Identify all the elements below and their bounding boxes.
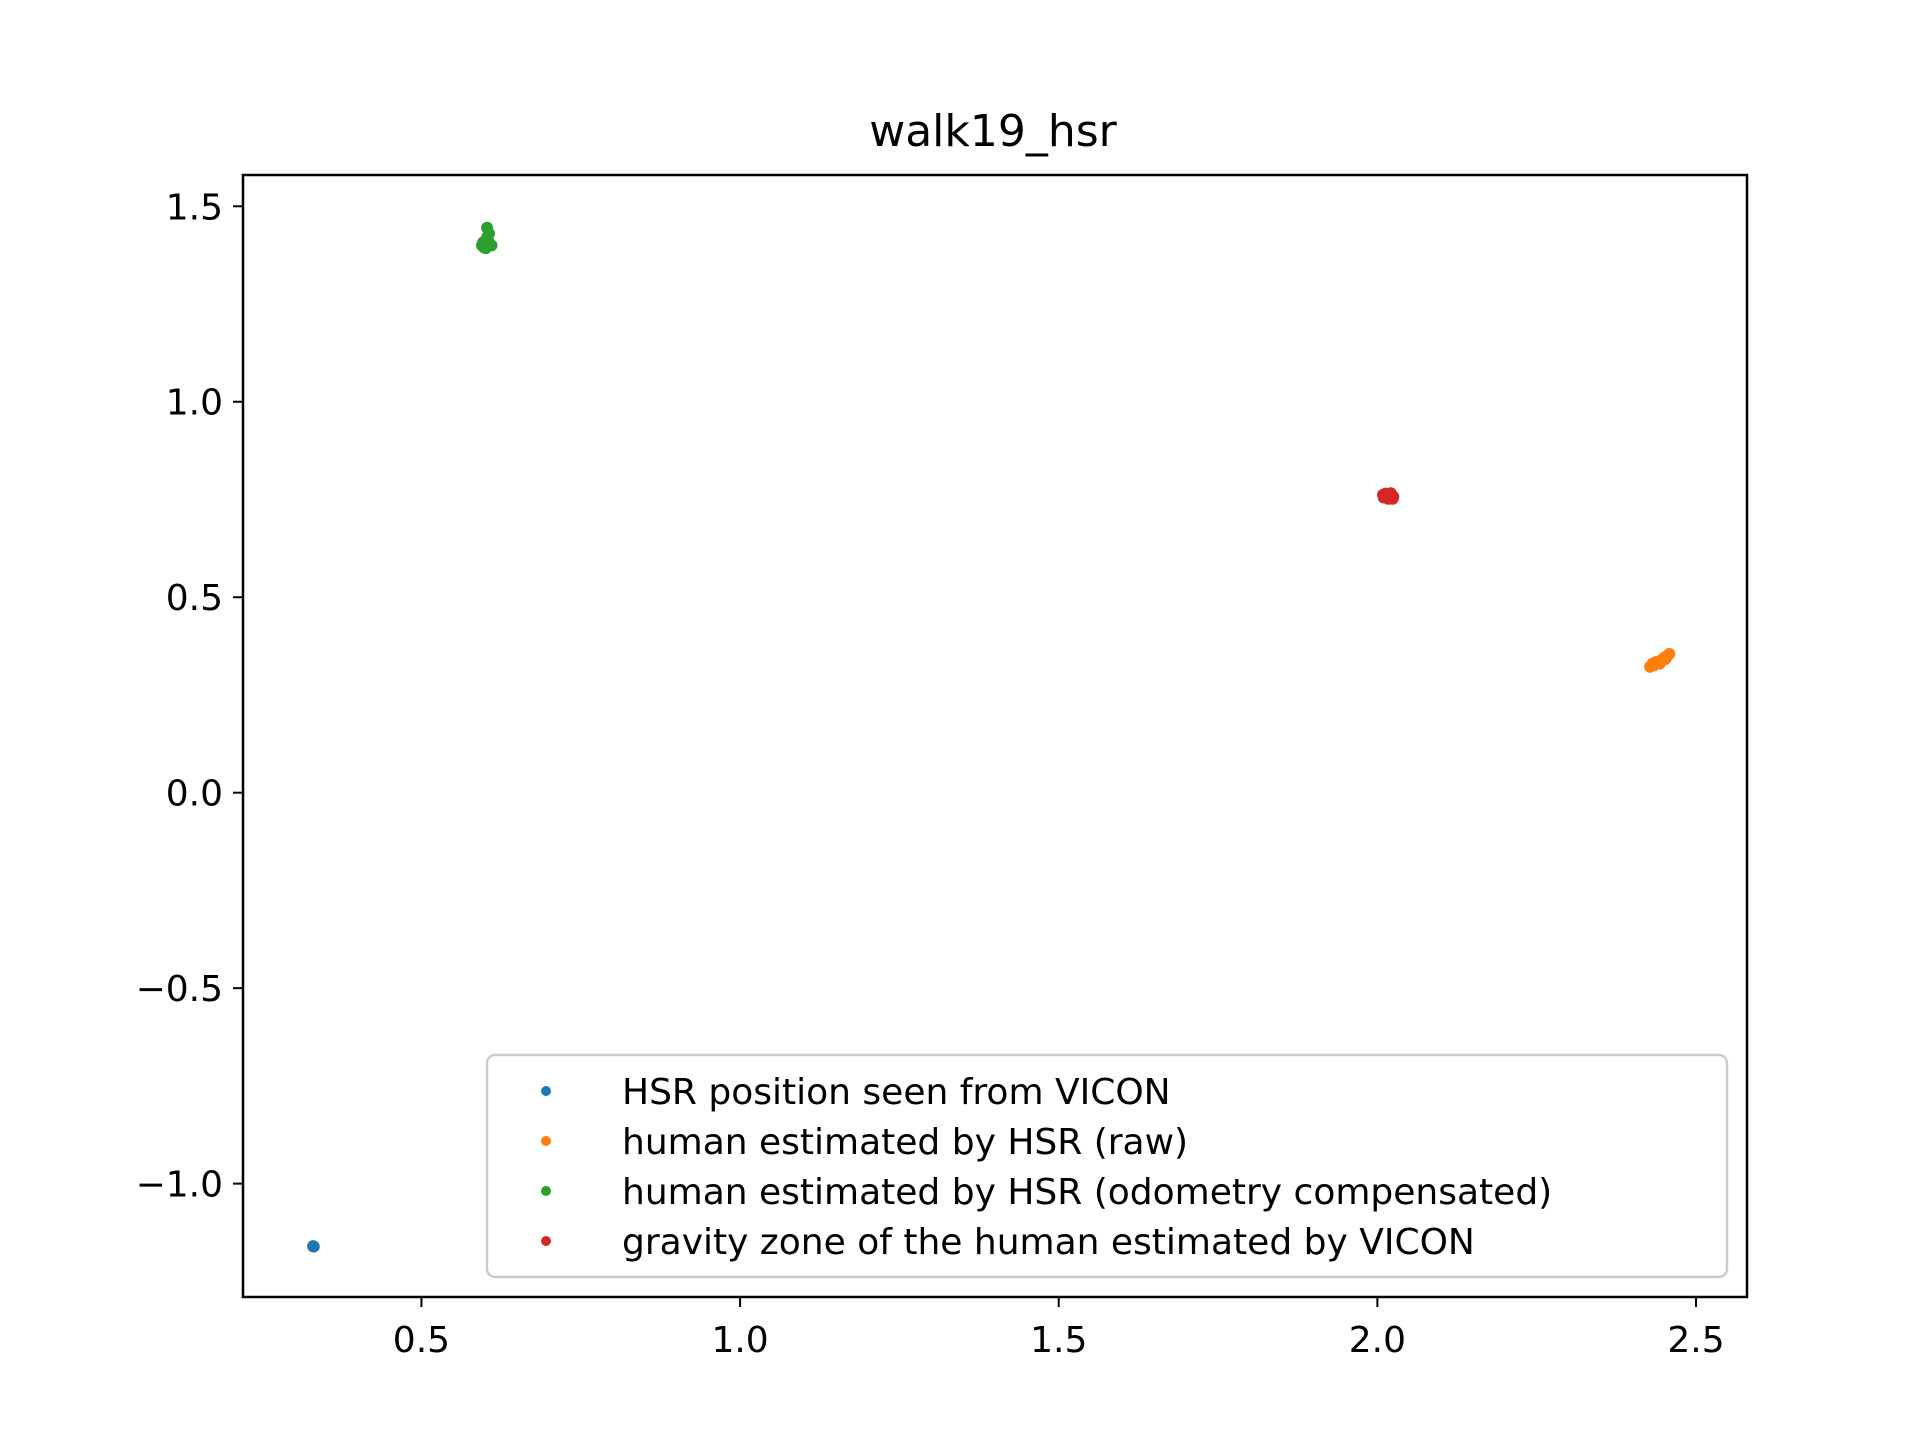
data-point	[479, 242, 492, 255]
x-tick-label: 1.5	[1030, 1320, 1087, 1361]
series-4-points	[1377, 487, 1400, 505]
y-tick-label: −1.0	[136, 1165, 223, 1206]
x-tick-label: 0.5	[393, 1320, 450, 1361]
series-2-points	[1644, 647, 1676, 673]
plot-area	[307, 221, 1676, 1253]
legend-marker	[541, 1136, 551, 1146]
legend-marker	[541, 1086, 551, 1096]
chart-title: walk19_hsr	[869, 106, 1117, 157]
data-point	[481, 221, 494, 234]
y-tick-label: 0.0	[166, 774, 223, 815]
data-point	[1377, 488, 1390, 501]
axes-frame	[241, 173, 1749, 1299]
data-point	[307, 1240, 320, 1253]
series-1-points	[307, 1240, 320, 1253]
y-tick-label: −0.5	[136, 969, 223, 1010]
y-tick-label: 1.5	[166, 187, 223, 228]
legend: HSR position seen from VICON human estima…	[485, 1053, 1729, 1279]
legend-label: human estimated by HSR (odometry compens…	[622, 1172, 1552, 1213]
series-3-points	[475, 221, 498, 255]
y-tick-label: 1.0	[166, 383, 223, 424]
data-point	[1649, 656, 1662, 669]
data-point	[1663, 647, 1676, 660]
legend-label: HSR position seen from VICON	[622, 1072, 1171, 1113]
legend-marker	[541, 1236, 551, 1246]
x-tick-label: 2.5	[1667, 1320, 1724, 1361]
legend-label: human estimated by HSR (raw)	[622, 1122, 1188, 1163]
x-tick-label: 2.0	[1349, 1320, 1406, 1361]
axes: 0.5 1.0 1.5 2.0 2.5 1.5 1.0 0.5 0.0 −0.5 −1.0	[136, 173, 1749, 1361]
legend-box	[485, 1053, 1729, 1279]
y-tick-label: 0.5	[166, 578, 223, 619]
legend-label: gravity zone of the human estimated by V…	[622, 1222, 1475, 1263]
legend-marker	[541, 1186, 551, 1196]
data-point	[1386, 492, 1399, 505]
x-tick-label: 1.0	[711, 1320, 768, 1361]
